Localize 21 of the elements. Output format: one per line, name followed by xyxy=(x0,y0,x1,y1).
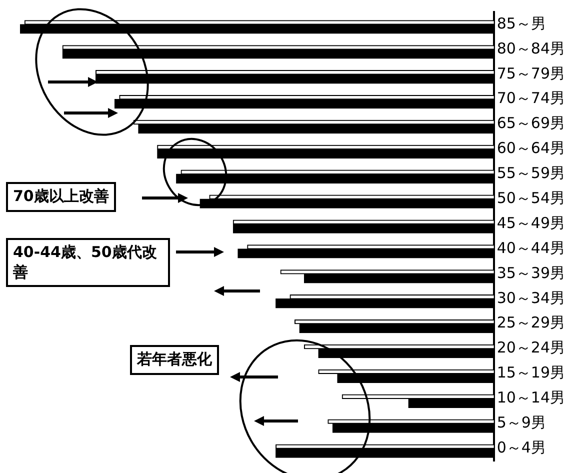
y-tick-label: 10～14男 xyxy=(496,388,566,407)
y-tick-label: 50～54男 xyxy=(496,188,566,207)
y-tick-label: 30～34男 xyxy=(496,288,566,307)
y-tick-label: 45～49男 xyxy=(496,214,566,232)
y-tick-label: 15～19男 xyxy=(496,364,566,382)
y-tick-label: 35～39男 xyxy=(496,264,566,282)
y-tick-label: 0～4男 xyxy=(496,438,546,456)
annotation: 70歳以上改善 xyxy=(6,182,116,212)
annotation: 若年者悪化 xyxy=(130,345,219,374)
y-tick-label: 70～74男 xyxy=(496,89,566,108)
annotation: 40-44歳、50歳代改善 xyxy=(6,238,170,287)
y-tick-label: 80～84男 xyxy=(496,39,566,58)
y-tick-label: 5～9男 xyxy=(496,413,546,432)
y-tick-label: 40～44男 xyxy=(496,238,566,257)
y-tick-label: 20～24男 xyxy=(496,338,566,357)
y-tick-label: 25～29男 xyxy=(496,314,566,332)
y-tick-label: 85～男 xyxy=(496,14,546,32)
y-tick-label: 60～64男 xyxy=(496,139,566,158)
y-tick-label: 65～69男 xyxy=(496,114,566,132)
y-tick-label: 75～79男 xyxy=(496,64,566,82)
y-tick-label: 55～59男 xyxy=(496,164,566,182)
